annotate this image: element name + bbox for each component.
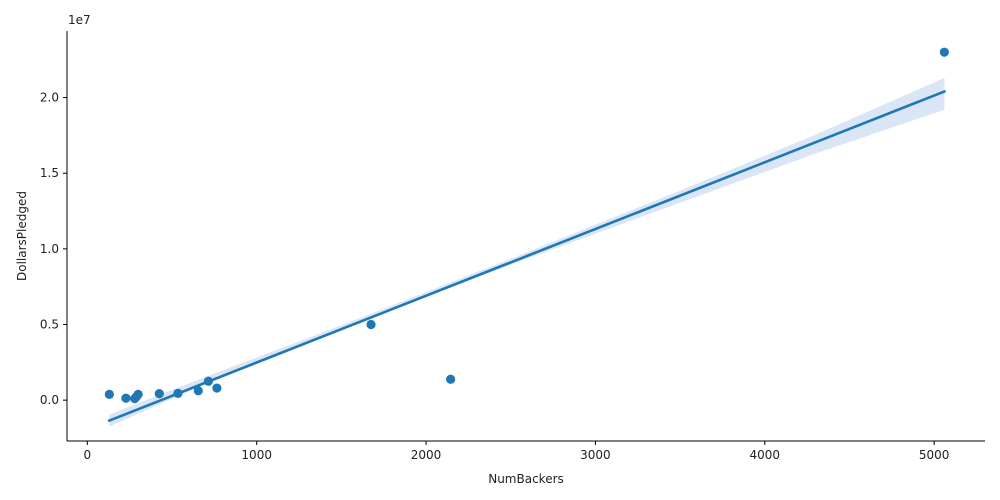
x-tick-label: 0 (84, 448, 92, 462)
axes-layer: 0 1000 2000 3000 4000 5000 0.0 0.5 1.0 1.5 2.0 (40, 31, 985, 462)
scatter-point (212, 383, 222, 393)
scatter-point (939, 47, 949, 57)
scatter-point (366, 319, 376, 330)
x-axis-label: NumBackers (488, 472, 564, 486)
y-axis-label: DollarsPledged (15, 191, 29, 281)
y-tick-label: 1.5 (40, 166, 59, 180)
confidence-band-layer (109, 77, 945, 427)
y-offset-label: 1e7 (68, 13, 91, 27)
confidence-band (109, 77, 945, 427)
scatter-point (121, 393, 131, 403)
scatter-point (173, 388, 183, 398)
scatter-point (193, 386, 203, 396)
scatter-point (104, 389, 114, 400)
x-tick-label: 5000 (919, 448, 950, 462)
scatter-point (154, 389, 164, 399)
regression-line (107, 89, 947, 423)
scatter-point (133, 389, 143, 400)
y-tick-label: 0.5 (40, 318, 59, 332)
x-tick-label: 1000 (241, 448, 272, 462)
x-tick-label: 4000 (750, 448, 781, 462)
y-tick-label: 2.0 (40, 91, 59, 105)
x-tick-label: 3000 (580, 448, 611, 462)
x-tick-label: 2000 (411, 448, 442, 462)
regression-line-layer (107, 89, 947, 423)
y-tick-label: 0.0 (40, 393, 59, 407)
scatter-point (203, 376, 214, 386)
y-tick-label: 1.0 (40, 242, 59, 256)
scatter-points-layer (104, 47, 949, 404)
scatter-point (446, 374, 456, 384)
